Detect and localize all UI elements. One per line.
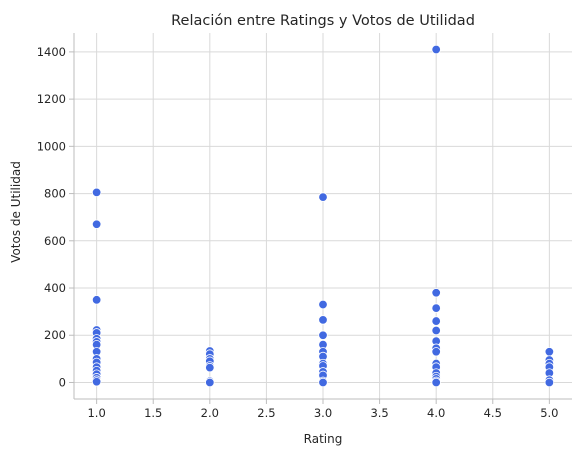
y-tick-label: 400: [44, 281, 66, 295]
x-axis-label: Rating: [304, 432, 343, 446]
data-point: [205, 362, 215, 373]
data-point: [544, 377, 555, 388]
y-tick-label: 1400: [37, 45, 66, 59]
data-point: [205, 377, 215, 388]
data-point: [431, 44, 441, 55]
data-point: [431, 325, 441, 336]
data-point: [431, 377, 441, 388]
data-point: [91, 219, 102, 229]
x-tick-label: 3.0: [314, 406, 332, 420]
y-tick-label: 200: [44, 328, 66, 342]
x-tick-label: 4.5: [484, 406, 502, 420]
data-point: [318, 299, 328, 310]
data-point: [431, 347, 441, 357]
x-tick-label: 3.5: [370, 406, 388, 420]
data-point: [544, 347, 555, 357]
x-tick-label: 4.0: [427, 406, 445, 420]
y-tick-label: 1200: [37, 92, 66, 106]
y-tick-label: 600: [44, 234, 66, 248]
data-point: [91, 295, 102, 305]
data-point: [431, 303, 441, 313]
y-tick-label: 0: [59, 375, 66, 389]
data-point: [431, 288, 441, 298]
data-point: [318, 377, 328, 388]
data-point: [318, 330, 328, 340]
data-point: [91, 187, 102, 198]
x-tick-label: 2.5: [257, 406, 275, 420]
data-point: [91, 377, 102, 387]
axes: 1.0 1.5 2.0 2.5 3.0 3.5 4.0 4.5 5.0 0 200 400 600 800…: [37, 33, 572, 420]
x-tick-label: 1.0: [87, 406, 105, 420]
x-tick-label: 2.0: [201, 406, 219, 420]
chart-title: Relación entre Ratings y Votos de Utilid…: [171, 13, 475, 29]
data-point: [318, 315, 328, 325]
x-tick-label: 1.5: [144, 406, 162, 420]
data-points: [91, 44, 555, 388]
y-axis-label: Votos de Utilidad: [9, 161, 23, 263]
y-tick-label: 1000: [37, 139, 66, 153]
x-tick-label: 5.0: [540, 406, 558, 420]
data-point: [431, 316, 441, 326]
data-point: [318, 192, 328, 202]
y-tick-label: 800: [44, 187, 66, 201]
